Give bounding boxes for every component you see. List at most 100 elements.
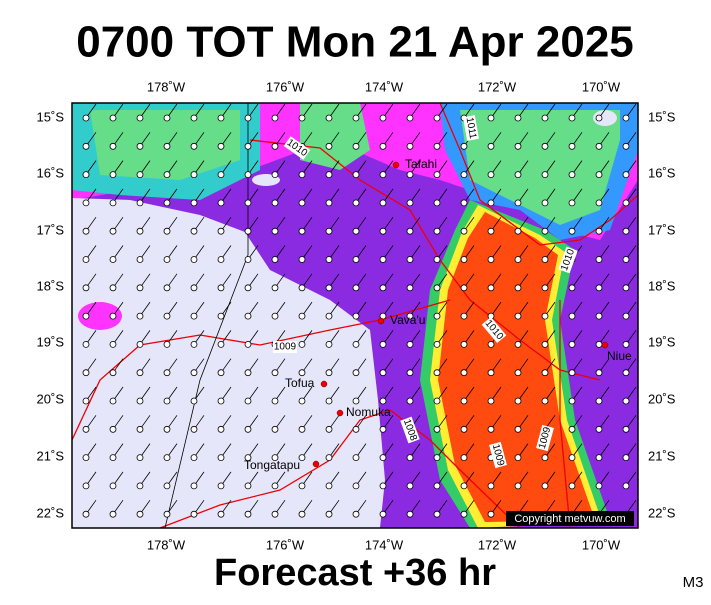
isobar-label-group: 1009	[489, 441, 507, 469]
station	[109, 510, 117, 518]
station	[487, 425, 495, 433]
station	[190, 199, 198, 207]
station	[271, 312, 279, 320]
station	[433, 227, 441, 235]
station	[325, 256, 333, 263]
station	[298, 171, 306, 179]
lat-label: 18˚S	[648, 278, 676, 293]
station	[217, 227, 225, 235]
station	[271, 510, 279, 518]
station	[460, 510, 468, 518]
place-label: Tofua	[285, 376, 315, 390]
station	[568, 227, 576, 235]
station	[433, 397, 441, 405]
station	[190, 482, 198, 490]
station	[487, 256, 495, 263]
station	[460, 312, 468, 320]
station	[595, 312, 603, 320]
station	[379, 227, 387, 235]
station	[271, 171, 279, 179]
station	[109, 369, 117, 377]
station	[163, 454, 171, 462]
station	[541, 114, 549, 122]
station	[406, 227, 414, 235]
station	[406, 114, 414, 122]
lon-label: 176˚W	[266, 537, 305, 552]
station	[325, 340, 333, 348]
station	[136, 482, 144, 490]
station	[244, 199, 252, 207]
station	[244, 397, 252, 405]
station	[406, 454, 414, 462]
station	[622, 312, 630, 320]
station	[433, 482, 441, 490]
station	[271, 369, 279, 377]
station	[136, 227, 144, 235]
station	[622, 114, 630, 122]
station	[595, 284, 603, 292]
station	[568, 397, 576, 405]
station	[298, 114, 306, 122]
station	[514, 227, 522, 235]
station	[541, 369, 549, 377]
station	[190, 256, 198, 263]
station	[271, 114, 279, 122]
station	[136, 369, 144, 377]
station	[514, 199, 522, 207]
isobar-label-bg	[489, 441, 507, 469]
station	[487, 199, 495, 207]
station	[82, 482, 90, 490]
station	[136, 256, 144, 263]
station	[82, 256, 90, 263]
station	[271, 284, 279, 292]
station	[109, 227, 117, 235]
station	[433, 256, 441, 263]
station	[163, 142, 171, 150]
station	[163, 114, 171, 122]
station	[244, 312, 252, 320]
station	[460, 397, 468, 405]
station	[487, 397, 495, 405]
station	[352, 114, 360, 122]
station	[298, 340, 306, 348]
station	[244, 256, 252, 263]
station	[82, 171, 90, 179]
station	[190, 142, 198, 150]
place-label: Niue	[607, 349, 632, 363]
station	[352, 510, 360, 518]
lat-label: 19˚S	[648, 334, 676, 349]
station	[109, 171, 117, 179]
station	[433, 142, 441, 150]
place-label: Vava'u	[390, 313, 425, 327]
station	[136, 312, 144, 320]
station	[298, 425, 306, 433]
station	[298, 369, 306, 377]
isobar-label-bg	[558, 246, 578, 274]
lon-label: 172˚W	[478, 79, 517, 94]
station	[541, 312, 549, 320]
station	[568, 114, 576, 122]
station	[379, 482, 387, 490]
title: 0700 TOT Mon 21 Apr 2025	[76, 18, 634, 67]
station	[433, 199, 441, 207]
station	[163, 369, 171, 377]
station	[109, 114, 117, 122]
station	[568, 199, 576, 207]
station	[379, 340, 387, 348]
station	[190, 312, 198, 320]
station	[541, 284, 549, 292]
isobar-label-bg	[400, 416, 420, 444]
station	[541, 199, 549, 207]
station	[622, 425, 630, 433]
station	[568, 340, 576, 348]
lon-label: 174˚W	[365, 79, 404, 94]
lat-label: 18˚S	[37, 278, 65, 293]
lat-label: 22˚S	[648, 505, 676, 520]
station	[82, 369, 90, 377]
station	[406, 284, 414, 292]
isobar-label: 1009	[274, 342, 297, 353]
station	[595, 340, 603, 348]
station	[244, 510, 252, 518]
station	[352, 284, 360, 292]
station	[514, 312, 522, 320]
